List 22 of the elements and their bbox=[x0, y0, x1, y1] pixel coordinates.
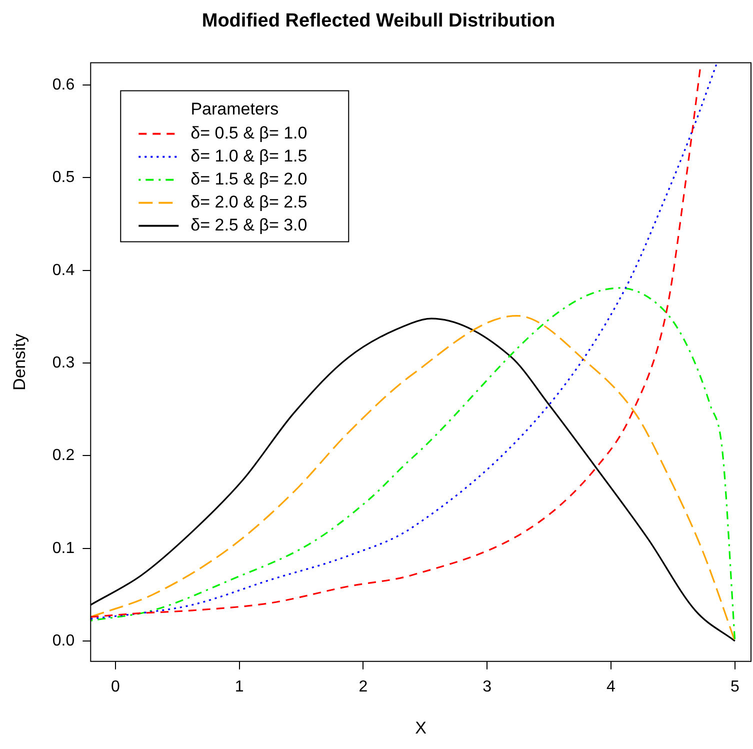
x-tick-label: 1 bbox=[234, 678, 244, 696]
legend-label: δ= 0.5 & β= 1.0 bbox=[190, 123, 308, 142]
y-tick-label: 0.4 bbox=[52, 262, 75, 279]
y-tick-label: 0.0 bbox=[52, 632, 75, 650]
x-tick-label: 2 bbox=[358, 678, 368, 696]
x-tick-label: 4 bbox=[606, 678, 616, 696]
y-tick-label: 0.3 bbox=[52, 354, 75, 372]
y-tick-label: 0.2 bbox=[52, 447, 75, 464]
x-tick-label: 0 bbox=[110, 678, 120, 696]
y-axis-title: Density bbox=[10, 333, 29, 390]
x-tick-label: 3 bbox=[482, 678, 492, 696]
legend-label: δ= 2.0 & β= 2.5 bbox=[190, 192, 308, 212]
chart-title: Modified Reflected Weibull Distribution bbox=[202, 10, 556, 32]
legend-label: δ= 1.0 & β= 1.5 bbox=[190, 146, 308, 166]
x-axis-title: X bbox=[415, 718, 426, 738]
legend-title: Parameters bbox=[190, 99, 279, 118]
y-tick-label: 0.5 bbox=[52, 169, 75, 186]
x-tick-label: 5 bbox=[730, 678, 740, 696]
legend-label: δ= 1.5 & β= 2.0 bbox=[190, 169, 308, 188]
y-tick-label: 0.1 bbox=[52, 540, 75, 557]
y-tick-label: 0.6 bbox=[52, 76, 75, 94]
legend-label: δ= 2.5 & β= 3.0 bbox=[190, 215, 308, 234]
